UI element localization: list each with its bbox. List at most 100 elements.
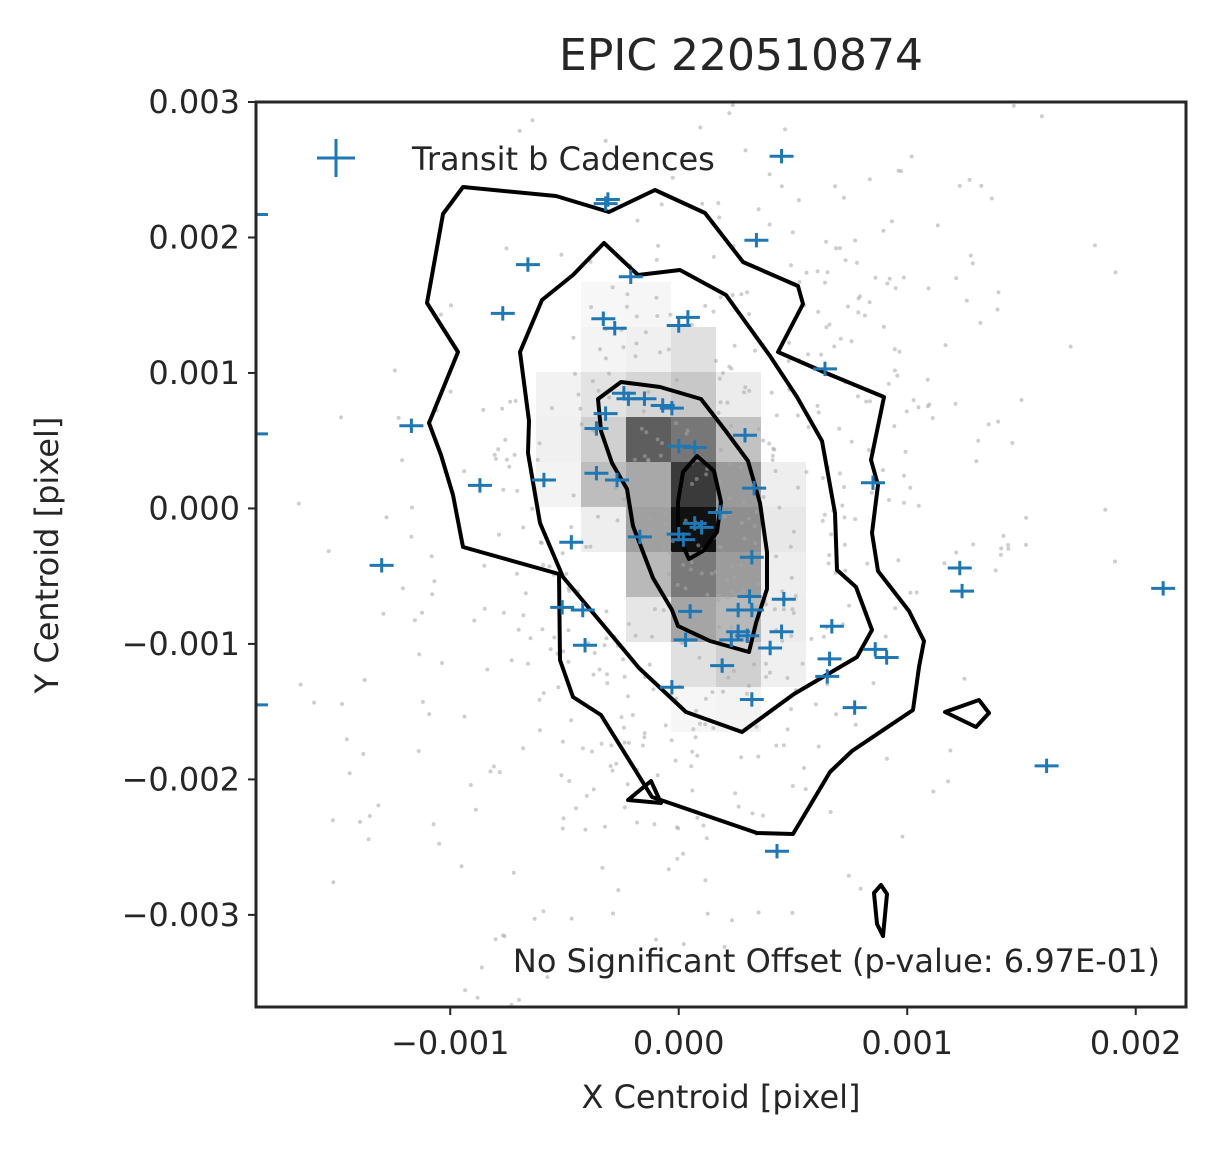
background-point xyxy=(427,712,432,717)
background-point xyxy=(502,934,507,939)
background-point xyxy=(610,285,615,290)
background-point xyxy=(718,545,723,549)
background-point xyxy=(824,239,829,244)
background-point xyxy=(789,707,793,712)
background-point xyxy=(840,503,845,508)
background-point xyxy=(611,911,615,916)
background-point xyxy=(463,988,468,993)
transit-cadence-point xyxy=(593,196,618,211)
contour-line xyxy=(943,698,991,729)
background-point xyxy=(564,571,569,576)
background-point xyxy=(381,611,386,616)
background-point xyxy=(605,681,610,686)
background-point xyxy=(552,635,557,640)
background-point xyxy=(507,464,512,469)
background-point xyxy=(508,399,513,404)
background-point xyxy=(530,506,535,511)
background-point xyxy=(592,651,597,655)
background-point xyxy=(1019,398,1024,402)
background-point xyxy=(935,223,940,228)
background-point xyxy=(340,702,345,706)
background-point xyxy=(642,454,647,459)
background-point xyxy=(931,789,936,794)
transit-cadence-point xyxy=(819,619,844,634)
background-point xyxy=(1039,114,1044,119)
background-point xyxy=(806,352,811,357)
transit-cadence-point xyxy=(739,692,764,707)
background-point xyxy=(410,505,414,510)
y-tick-label: 0.001 xyxy=(148,354,240,392)
background-point xyxy=(540,627,545,632)
background-point xyxy=(732,591,737,596)
transit-cadence-point xyxy=(570,602,595,618)
background-point xyxy=(846,873,851,878)
background-point xyxy=(517,997,522,1002)
transit-cadence-point xyxy=(742,480,767,496)
background-point xyxy=(512,452,517,457)
background-point xyxy=(622,740,627,745)
heatmap-cell xyxy=(536,372,581,417)
background-point xyxy=(621,345,626,350)
background-point xyxy=(462,469,467,474)
background-point xyxy=(820,476,825,480)
background-point xyxy=(716,598,721,603)
y-tick-label: −0.002 xyxy=(122,760,240,798)
background-point xyxy=(459,864,464,869)
background-point xyxy=(728,461,733,466)
background-point xyxy=(930,416,935,421)
background-point xyxy=(711,254,716,259)
background-point xyxy=(358,819,362,824)
background-point xyxy=(656,483,661,488)
transit-cadence-point xyxy=(584,466,609,481)
background-point xyxy=(783,127,788,132)
background-point xyxy=(767,172,772,177)
heatmap-cell xyxy=(761,462,806,507)
background-point xyxy=(727,111,732,116)
background-point xyxy=(855,260,859,265)
background-point xyxy=(598,347,602,352)
background-point xyxy=(953,401,958,406)
background-point xyxy=(596,388,601,393)
background-point xyxy=(655,314,660,318)
background-point xyxy=(962,676,967,681)
background-point xyxy=(742,536,747,541)
background-point xyxy=(902,500,906,505)
background-point xyxy=(1024,542,1028,547)
background-point xyxy=(718,479,723,484)
contour-line xyxy=(518,241,874,734)
background-point xyxy=(675,582,680,587)
background-point xyxy=(842,485,847,490)
background-point xyxy=(650,634,654,639)
background-point xyxy=(680,641,685,645)
background-point xyxy=(713,358,718,363)
contour-line xyxy=(626,779,663,805)
background-point xyxy=(683,586,688,591)
background-point xyxy=(781,743,786,748)
background-point xyxy=(500,406,505,411)
background-point xyxy=(619,715,624,720)
background-point xyxy=(569,718,574,723)
heatmap-cell xyxy=(761,507,806,552)
background-point xyxy=(789,634,794,638)
background-point xyxy=(569,525,574,530)
background-point xyxy=(756,910,761,915)
background-point xyxy=(796,198,801,203)
background-point xyxy=(996,290,1001,295)
background-point xyxy=(722,514,727,519)
transit-cadence-point xyxy=(515,257,540,272)
background-point xyxy=(756,427,761,432)
background-point xyxy=(881,228,886,233)
background-point xyxy=(541,909,546,914)
transit-cadence-point xyxy=(744,232,769,248)
background-point xyxy=(494,456,498,461)
background-point xyxy=(764,674,769,679)
background-point xyxy=(588,544,593,549)
background-point xyxy=(591,787,596,792)
background-point xyxy=(793,593,798,598)
background-point xyxy=(658,350,663,355)
background-point xyxy=(573,956,578,961)
heatmap-cell xyxy=(761,642,806,687)
background-point xyxy=(753,541,758,546)
background-point xyxy=(761,438,766,443)
